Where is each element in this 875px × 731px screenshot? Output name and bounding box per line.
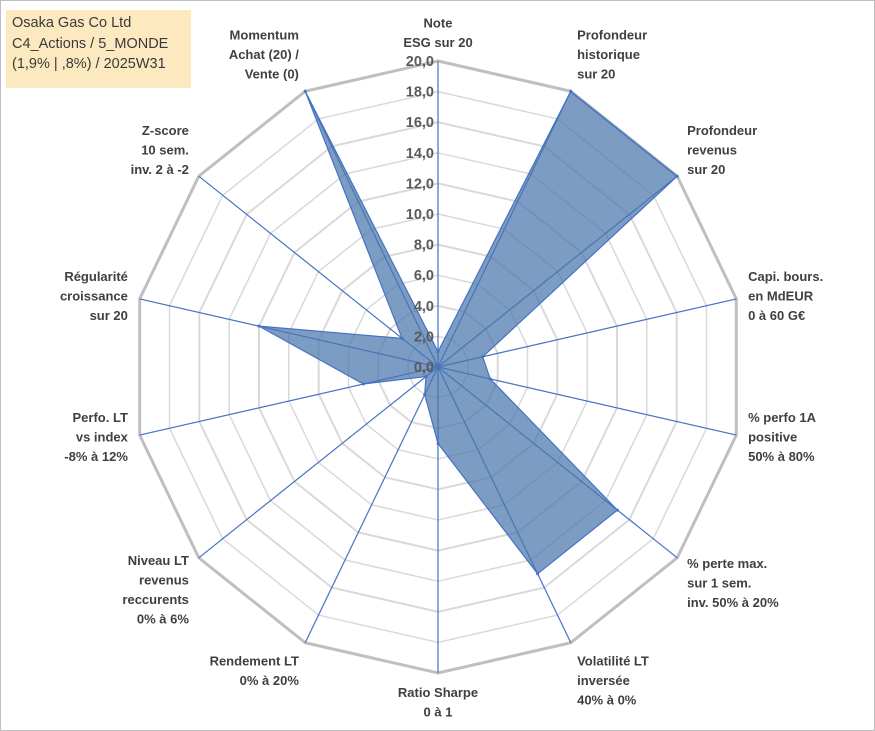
axis-label-6-line-1: inversée — [577, 673, 630, 688]
data-point-9 — [424, 375, 428, 378]
axis-label-12: Z-score 10 sem. inv. 2 à -2 — [131, 123, 189, 177]
axis-label-13-line-2: Vente (0) — [245, 66, 299, 81]
data-point-12 — [400, 336, 404, 340]
axis-label-9-line-2: reccurents — [122, 592, 188, 607]
spoke-3 — [437, 298, 737, 368]
spoke-8 — [304, 366, 439, 643]
axis-label-10-line-1: vs index — [76, 429, 129, 444]
axis-label-6: Volatilité LT inversée 40% à 0% — [577, 654, 649, 708]
tick-label-1: 2,0 — [414, 329, 434, 345]
tick-label-6: 12,0 — [406, 176, 434, 192]
axis-label-9-line-1: revenus — [139, 573, 189, 588]
axis-label-7-line-1: 0 à 1 — [424, 705, 453, 720]
axis-label-11-line-1: croissance — [60, 289, 128, 304]
tick-label-9: 18,0 — [406, 85, 434, 101]
axis-label-4-line-0: % perfo 1A — [748, 410, 817, 425]
data-point-13 — [303, 89, 307, 93]
axis-label-10-line-2: -8% à 12% — [64, 449, 128, 464]
data-point-4 — [488, 377, 492, 381]
axis-label-9-line-3: 0% à 6% — [137, 612, 189, 627]
axis-label-5-line-0: % perte max. — [687, 556, 767, 571]
axis-label-9: Niveau LT revenus reccurents 0% à 6% — [122, 553, 189, 627]
data-point-11 — [257, 324, 261, 328]
axis-label-4-line-1: positive — [748, 429, 797, 444]
data-series-area — [258, 90, 679, 575]
tick-label-2: 4,0 — [414, 299, 434, 315]
axis-label-12-line-1: 10 sem. — [141, 142, 189, 157]
axis-label-2-line-2: sur 20 — [687, 162, 725, 177]
axis-label-6-line-2: 40% à 0% — [577, 693, 637, 708]
axis-label-5: % perte max. sur 1 sem. inv. 50% à 20% — [687, 556, 779, 610]
axis-label-12-line-2: inv. 2 à -2 — [131, 162, 189, 177]
tick-label-3: 6,0 — [414, 268, 434, 284]
title-line-period: (1,9% | ,8%) / 2025W31 — [12, 56, 166, 72]
tick-label-5: 10,0 — [406, 207, 434, 223]
tick-label-0: 0,0 — [414, 360, 434, 376]
data-point-5 — [615, 508, 619, 512]
data-point-0 — [436, 350, 440, 354]
axis-label-11-line-2: sur 20 — [90, 308, 128, 323]
axis-label-5-line-2: inv. 50% à 20% — [687, 595, 779, 610]
axis-label-2-line-0: Profondeur — [687, 123, 757, 138]
axis-label-13-line-1: Achat (20) / — [229, 47, 299, 62]
spoke-12 — [198, 175, 439, 368]
axis-label-1-line-1: historique — [577, 47, 640, 62]
tick-label-4: 8,0 — [414, 238, 434, 254]
axis-label-1: Profondeur historique sur 20 — [577, 27, 647, 81]
axis-label-6-line-0: Volatilité LT — [577, 654, 649, 669]
axis-label-1-line-2: sur 20 — [577, 66, 615, 81]
data-point-8 — [423, 393, 427, 397]
axis-label-13-line-0: Momentum — [230, 27, 299, 42]
chart-title-box: Osaka Gas Co Ltd C4_Actions / 5_MONDE (1… — [6, 10, 191, 88]
tick-label-10: 20,0 — [406, 54, 434, 70]
axis-label-0: Note ESG sur 20 — [403, 16, 472, 51]
data-point-3 — [481, 355, 485, 359]
axis-label-7: Ratio Sharpe 0 à 1 — [398, 685, 478, 720]
axis-label-12-line-0: Z-score — [142, 123, 189, 138]
tick-label-7: 14,0 — [406, 146, 434, 162]
axis-label-5-line-1: sur 1 sem. — [687, 576, 751, 591]
spoke-9 — [198, 366, 439, 559]
data-point-6 — [536, 572, 540, 576]
axis-label-13: Momentum Achat (20) / Vente (0) — [229, 27, 299, 81]
axis-label-9-line-0: Niveau LT — [128, 553, 189, 568]
axis-label-0-line-0: Note — [424, 16, 453, 31]
axis-label-4-line-2: 50% à 80% — [748, 449, 815, 464]
axis-label-3-line-1: en MdEUR — [748, 289, 814, 304]
axis-label-11: Régularité croissance sur 20 — [60, 269, 128, 323]
axis-label-8-line-0: Rendement LT — [210, 654, 299, 669]
tick-label-8: 16,0 — [406, 115, 434, 131]
axis-label-11-line-0: Régularité — [64, 269, 128, 284]
axis-label-2: Profondeur revenus sur 20 — [687, 123, 757, 177]
title-line-category: C4_Actions / 5_MONDE — [12, 35, 169, 52]
axis-label-1-line-0: Profondeur — [577, 27, 647, 42]
data-point-7 — [436, 442, 440, 445]
axis-label-2-line-1: revenus — [687, 142, 737, 157]
axis-label-3: Capi. bours. en MdEUR 0 à 60 G€ — [748, 269, 823, 323]
axis-label-4: % perfo 1A positive 50% à 80% — [748, 410, 817, 464]
axis-label-3-line-0: Capi. bours. — [748, 269, 823, 284]
axis-label-10: Perfo. LT vs index -8% à 12% — [64, 410, 128, 464]
data-point-2 — [675, 174, 679, 178]
title-line-company: Osaka Gas Co Ltd — [12, 15, 132, 31]
axis-label-10-line-0: Perfo. LT — [73, 410, 128, 425]
axis-label-7-line-0: Ratio Sharpe — [398, 685, 478, 700]
axis-label-3-line-2: 0 à 60 G€ — [748, 308, 805, 323]
axis-label-0-line-1: ESG sur 20 — [403, 35, 472, 50]
data-point-1 — [569, 89, 573, 93]
axis-label-8-line-1: 0% à 20% — [240, 673, 300, 688]
axis-label-8: Rendement LT 0% à 20% — [210, 654, 300, 689]
data-point-10 — [361, 382, 365, 386]
